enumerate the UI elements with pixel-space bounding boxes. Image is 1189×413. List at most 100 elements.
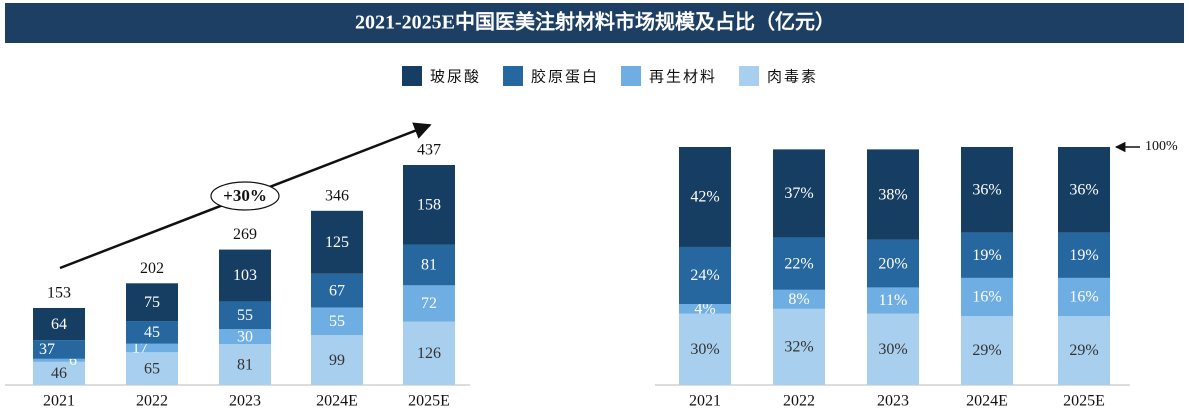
- x-tick-label: 2023: [229, 393, 261, 410]
- value-label: 38%: [878, 186, 907, 203]
- value-label: 55: [329, 313, 345, 330]
- value-label: 158: [417, 196, 441, 213]
- value-label: 37: [39, 341, 55, 358]
- reference-label: 100%: [1145, 139, 1178, 154]
- bar-segment: [867, 239, 919, 288]
- value-label: 64: [51, 316, 67, 333]
- bar-segment: [773, 289, 825, 309]
- bar-segment: [126, 343, 178, 353]
- bar-segment: [219, 249, 271, 302]
- legend-label: 玻尿酸: [430, 68, 481, 86]
- total-label: 269: [233, 226, 257, 243]
- x-tick-label: 2024E: [316, 393, 358, 410]
- bar-segment: [33, 307, 85, 341]
- bar-segment: [311, 273, 363, 308]
- value-label: 42%: [690, 189, 719, 206]
- bar-segment: [867, 287, 919, 314]
- value-label: 16%: [972, 289, 1001, 306]
- total-label: 437: [417, 142, 441, 159]
- bar-segment: [219, 344, 271, 385]
- legend-swatch: [402, 66, 422, 86]
- bar-segment: [403, 165, 455, 245]
- value-label: 37%: [784, 185, 813, 202]
- value-label: 36%: [1069, 182, 1098, 199]
- bar-segment: [1058, 277, 1110, 316]
- value-label: 30%: [690, 341, 719, 358]
- x-tick-label: 2022: [783, 393, 815, 410]
- value-label: 99: [329, 352, 345, 369]
- value-label: 81: [421, 257, 437, 274]
- value-label: 4%: [694, 301, 715, 318]
- value-label: 32%: [784, 339, 813, 356]
- bar-segment: [773, 308, 825, 385]
- value-label: 30%: [878, 341, 907, 358]
- growth-badge: [210, 181, 280, 211]
- value-label: 126: [417, 345, 441, 362]
- legend-swatch: [503, 66, 524, 86]
- legend-swatch: [621, 66, 642, 86]
- total-label: 346: [325, 187, 349, 204]
- value-label: 8%: [788, 291, 809, 308]
- legend-label: 再生材料: [649, 68, 717, 86]
- value-label: 72: [421, 295, 437, 312]
- value-label: 24%: [690, 267, 719, 284]
- value-label: 55: [237, 307, 253, 324]
- legend-label: 胶原蛋白: [531, 68, 599, 86]
- bar-segment: [33, 361, 85, 385]
- bar-segment: [403, 244, 455, 286]
- bar-segment: [1058, 232, 1110, 278]
- bar-segment: [126, 283, 178, 322]
- bar-segment: [679, 147, 731, 247]
- x-tick-label: 2024E: [966, 393, 1008, 410]
- total-label: 153: [47, 285, 71, 302]
- value-label: 36%: [972, 182, 1001, 199]
- value-label: 81: [237, 356, 253, 373]
- value-label: 125: [325, 234, 349, 251]
- bar-segment: [961, 315, 1013, 385]
- bar-segment: [961, 277, 1013, 316]
- value-label: 46: [51, 365, 67, 382]
- bar-segment: [311, 307, 363, 336]
- value-label: 65: [144, 360, 160, 377]
- title-bar: [5, 3, 1184, 43]
- total-label: 202: [140, 260, 164, 277]
- value-label: 30: [237, 328, 253, 345]
- x-tick-label: 2021: [689, 393, 721, 410]
- x-tick-label: 2021: [43, 393, 75, 410]
- bar-segment: [33, 340, 85, 359]
- value-label: 20%: [878, 255, 907, 272]
- bar-segment: [773, 237, 825, 290]
- value-label: 67: [329, 282, 345, 299]
- growth-label: +30%: [223, 186, 267, 205]
- value-label: 103: [233, 267, 257, 284]
- value-label: 19%: [972, 247, 1001, 264]
- bar-segment: [219, 329, 271, 345]
- bar-segment: [961, 232, 1013, 278]
- value-label: 22%: [784, 255, 813, 272]
- legend-swatch: [739, 66, 760, 86]
- value-label: 6: [69, 352, 77, 369]
- legend-label: 肉毒素: [767, 68, 818, 86]
- bar-segment: [679, 313, 731, 385]
- x-tick-label: 2022: [136, 393, 168, 410]
- bar-segment: [867, 149, 919, 240]
- bar-segment: [867, 313, 919, 385]
- bar-segment: [961, 147, 1013, 233]
- legend: 玻尿酸 胶原蛋白 再生材料 肉毒素: [402, 66, 818, 86]
- bar-segment: [679, 246, 731, 305]
- bar-segment: [773, 149, 825, 238]
- value-label: 29%: [972, 342, 1001, 359]
- bar-segment: [311, 335, 363, 385]
- bar-segment: [33, 358, 85, 362]
- value-label: 45: [144, 324, 160, 341]
- value-label: 19%: [1069, 247, 1098, 264]
- value-label: 75: [144, 294, 160, 311]
- x-tick-label: 2023: [877, 393, 909, 410]
- bar-segment: [126, 352, 178, 385]
- bar-segment: [219, 301, 271, 330]
- chart-title: 2021-2025E中国医美注射材料市场规模及占比（亿元）: [355, 10, 835, 34]
- bar-segment: [403, 285, 455, 322]
- bar-segment: [311, 210, 363, 274]
- value-label: 11%: [879, 292, 908, 309]
